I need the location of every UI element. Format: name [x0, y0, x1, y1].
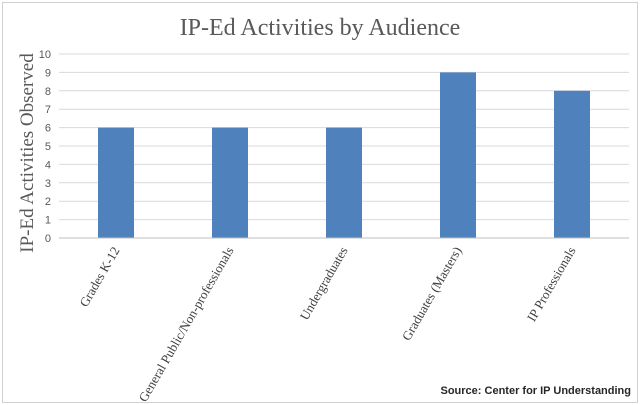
- y-tick-label: 5: [45, 141, 51, 153]
- y-tick-label: 0: [45, 233, 51, 245]
- bar-0: [98, 127, 134, 238]
- y-axis-ticks: 0 1 2 3 4 5 6 7 8 9 10: [39, 49, 51, 245]
- y-tick-label: 1: [45, 215, 51, 227]
- y-tick-label: 8: [45, 86, 51, 98]
- y-tick-label: 3: [45, 178, 51, 190]
- bar-3: [440, 72, 476, 239]
- y-tick-label: 6: [45, 123, 51, 135]
- category-label: General Public/Non-professionals: [135, 244, 236, 402]
- bar-4: [554, 90, 590, 238]
- y-axis-label: IP-Ed Activities Observed: [17, 53, 38, 253]
- y-tick-label: 7: [45, 104, 51, 116]
- y-tick-label: 4: [45, 159, 51, 171]
- x-axis-categories: Grades K-12 General Public/Non-profession…: [76, 244, 578, 402]
- bar-2: [326, 127, 362, 238]
- bar-chart: IP-Ed Activities by Audience IP-Ed Activ…: [17, 15, 632, 402]
- y-tick-label: 2: [45, 196, 51, 208]
- category-label: Graduates (Masters): [399, 244, 465, 343]
- y-tick-label: 9: [45, 67, 51, 79]
- category-label: Undergraduates: [297, 244, 351, 323]
- chart-title: IP-Ed Activities by Audience: [180, 15, 461, 41]
- bars: [98, 72, 590, 239]
- y-tick-label: 10: [39, 49, 51, 61]
- category-label: Grades K-12: [76, 244, 122, 309]
- bar-1: [212, 127, 248, 238]
- category-label: IP Professionals: [524, 244, 579, 324]
- source-note: Source: Center for IP Understanding: [441, 385, 632, 397]
